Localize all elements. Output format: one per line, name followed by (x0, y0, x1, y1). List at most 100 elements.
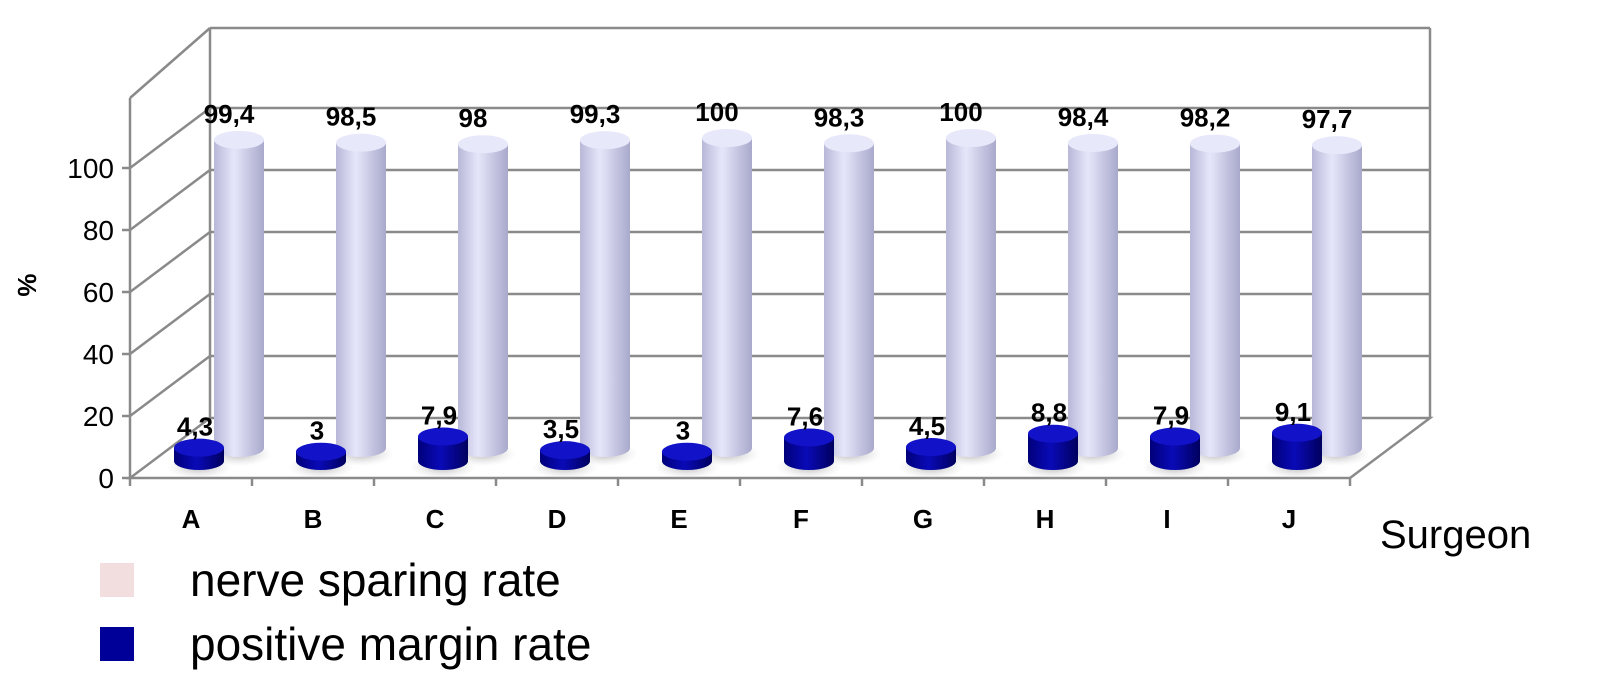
bar-top (1272, 423, 1322, 442)
legend-label-nerve-sparing: nerve sparing rate (190, 554, 561, 606)
x-tick-label: C (426, 504, 445, 534)
data-label-positive-margin: 7,9 (421, 401, 457, 431)
bar-top (1190, 134, 1240, 153)
bar-top (214, 130, 264, 149)
x-axis-title: Surgeon (1380, 513, 1531, 557)
side-wall-top-edge (129, 27, 211, 99)
data-label-nerve-sparing: 100 (695, 97, 738, 127)
bar-top (702, 129, 752, 147)
bar-body (1312, 145, 1362, 457)
y-tick-label: 0 (98, 463, 114, 494)
bar-positive-margin (776, 428, 842, 479)
bar-body (784, 437, 834, 470)
bar-body (1272, 432, 1322, 470)
data-label-positive-margin: 3 (676, 416, 690, 446)
x-tick-label: H (1036, 504, 1055, 534)
data-label-positive-margin: 7,9 (1153, 401, 1189, 431)
y-tick-label: 100 (67, 153, 114, 184)
bar-body (580, 140, 630, 458)
bar-top (824, 134, 874, 153)
bar-nerve-sparing (1060, 133, 1126, 466)
bar-top (1068, 133, 1118, 152)
x-tick-label: I (1163, 504, 1170, 534)
bar-positive-margin (532, 441, 598, 479)
bar-positive-margin (410, 427, 476, 479)
data-label-positive-margin: 4,5 (909, 411, 945, 441)
bar-body (1150, 436, 1200, 470)
x-tick-label: A (182, 504, 201, 534)
bar-body (418, 436, 468, 470)
bar-body (336, 142, 386, 457)
bar-positive-margin (1020, 424, 1086, 479)
data-label-nerve-sparing: 98,5 (326, 102, 377, 132)
data-label-nerve-sparing: 98,4 (1058, 102, 1109, 132)
side-gridline (129, 293, 211, 355)
bar-top (946, 129, 996, 147)
data-label-nerve-sparing: 99,4 (204, 99, 255, 129)
data-label-nerve-sparing: 97,7 (1302, 104, 1353, 134)
bar-body (702, 138, 752, 457)
bar-top (580, 131, 630, 150)
bar-top (174, 438, 224, 457)
data-label-positive-margin: 3,5 (543, 414, 579, 444)
bar-nerve-sparing (1182, 134, 1248, 466)
bar-positive-margin (654, 442, 720, 479)
bar-top (418, 427, 468, 446)
legend: nerve sparing rate positive margin rate (100, 548, 591, 676)
bar-top (1150, 427, 1200, 446)
x-tick-label: G (913, 504, 933, 534)
bar-top (906, 438, 956, 457)
bar-body (214, 139, 264, 458)
bar-top (1028, 424, 1078, 443)
side-gridline (129, 231, 211, 293)
bar-body (824, 143, 874, 457)
bar-body (946, 138, 996, 457)
data-label-positive-margin: 8,8 (1031, 398, 1067, 428)
bar-top (540, 441, 590, 460)
legend-item-nerve-sparing: nerve sparing rate (100, 548, 591, 612)
side-gridline (129, 169, 211, 231)
bar-top (784, 428, 834, 447)
bar-positive-margin (1264, 423, 1330, 479)
bar-nerve-sparing (450, 135, 516, 466)
legend-swatch-nerve-sparing (100, 563, 134, 597)
bar-top (336, 133, 386, 152)
bar-top (458, 135, 508, 154)
y-tick-label: 60 (83, 277, 114, 308)
data-label-nerve-sparing: 99,3 (570, 99, 621, 129)
data-label-nerve-sparing: 98,3 (814, 102, 865, 132)
bar-positive-margin (1142, 427, 1208, 479)
data-label-positive-margin: 7,6 (787, 401, 823, 431)
bar-body (1068, 142, 1118, 457)
data-label-positive-margin: 9,1 (1275, 397, 1311, 427)
legend-swatch-positive-margin (100, 627, 134, 661)
x-tick-label: J (1282, 504, 1296, 534)
bar-nerve-sparing (938, 129, 1004, 466)
bar-positive-margin (288, 442, 354, 479)
legend-label-positive-margin: positive margin rate (190, 618, 592, 670)
x-tick-label: F (793, 504, 809, 534)
bar-nerve-sparing (816, 134, 882, 466)
bar-positive-margin (166, 438, 232, 479)
bar-nerve-sparing (572, 131, 638, 466)
y-axis-title: % (12, 273, 42, 296)
bar-nerve-sparing (206, 130, 272, 466)
bar-body (1028, 433, 1078, 470)
bar-top (1312, 136, 1362, 155)
data-label-positive-margin: 3 (310, 416, 324, 446)
bar-top (296, 442, 346, 461)
x-tick-label: E (670, 504, 687, 534)
data-label-nerve-sparing: 98 (459, 103, 488, 133)
legend-item-positive-margin: positive margin rate (100, 612, 591, 676)
bar-positive-margin (898, 438, 964, 479)
bar-nerve-sparing (694, 129, 760, 466)
y-tick-label: 80 (83, 215, 114, 246)
y-tick-label: 20 (83, 401, 114, 432)
data-label-positive-margin: 4,3 (177, 412, 213, 442)
y-tick-label: 40 (83, 339, 114, 370)
bar-top (662, 442, 712, 461)
bar-nerve-sparing (1304, 136, 1370, 466)
bar-body (1190, 143, 1240, 457)
bar-body (458, 144, 508, 457)
